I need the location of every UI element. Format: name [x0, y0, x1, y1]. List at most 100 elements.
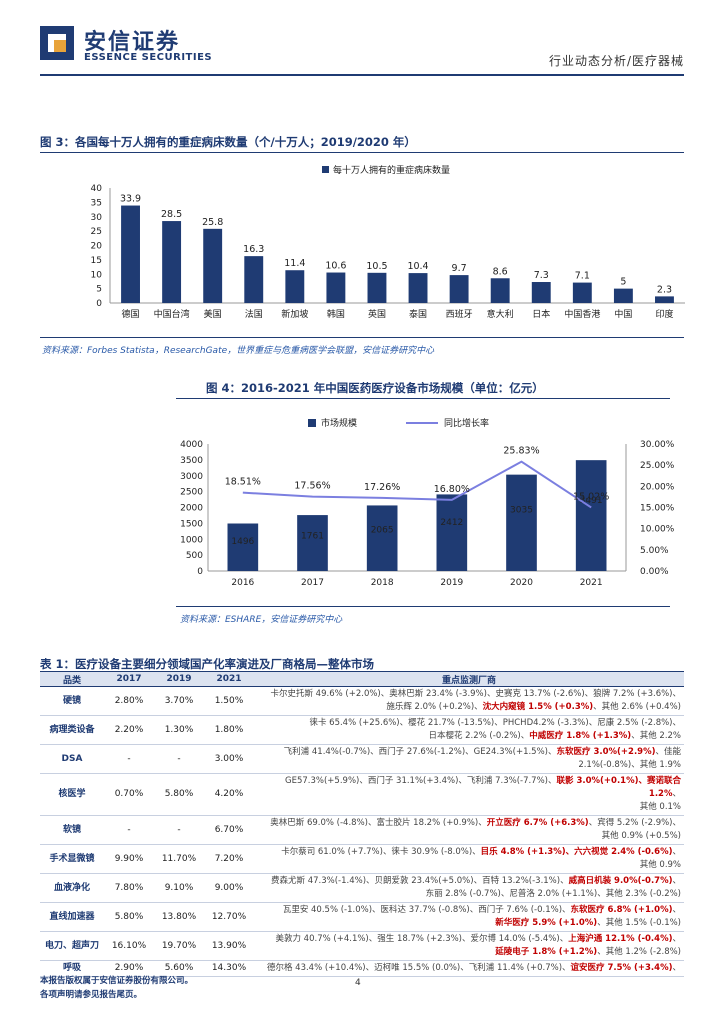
value-2019-cell: 3.70% [154, 686, 204, 716]
bar-data-label: 1761 [301, 532, 324, 542]
vendor-line: 德尔格 43.4% (+10.4%)、迈柯唯 15.5% (0.0%)、飞利浦 … [257, 962, 681, 975]
table1-title: 表 1：医疗设备主要细分领域国产化率演进及厂商格局—整体市场 [40, 657, 375, 671]
vendor-share: 其他 0.9% [639, 860, 681, 870]
page-footer: 本报告版权属于安信证券股份有限公司。 各项声明请参见报告尾页。 [40, 974, 193, 1002]
table-row: 直线加速器 5.80% 13.80% 12.70% 瓦里安 40.5% (-1.0%)、… [40, 902, 684, 932]
domestic-vendor-share: 沈大内窥镜 1.5% (+0.3%) [482, 702, 594, 712]
x-tick-label: 2019 [440, 578, 463, 588]
x-tick-label: 西班牙 [446, 308, 473, 320]
category-cell: 血液净化 [40, 873, 104, 903]
figure3-source: 资料来源：Forbes Statista，ResearchGate，世界重症与危… [42, 346, 435, 356]
vendor-line: 延陵电子 1.8% (+1.2%)、其他 1.2% (-2.8%) [257, 946, 681, 959]
y-tick-label: 15 [91, 256, 102, 266]
figure4-title-divider [176, 398, 670, 399]
figure4-combo-chart: 0 500 1000 1500 2000 2500 3000 3500 4000 0.00% 5.0… [180, 417, 675, 588]
table-row: 呼吸 2.90% 5.60% 14.30% 德尔格 43.4% (+10.4%)、迈柯唯… [40, 960, 684, 977]
data-label: 10.5 [366, 261, 387, 272]
category-cell: 病理类设备 [40, 715, 104, 745]
bar [367, 272, 387, 303]
bar [449, 275, 469, 303]
bar-data-label: 3035 [510, 505, 533, 515]
data-label: 16.3 [243, 244, 264, 255]
figure3-title-divider [40, 152, 684, 153]
y-tick-label: 40 [91, 184, 103, 194]
vendor-share-cell: 费森尤斯 47.3%(-1.4%)、贝朗爱敦 23.4%(+5.0%)、百特 1… [254, 873, 684, 903]
x-tick-label: 美国 [204, 308, 222, 320]
y-tick-label: 10 [91, 270, 103, 280]
vendor-share: 、其他 1.2% (-2.8%) [597, 947, 681, 957]
vendor-share-cell: 瓦里安 40.5% (-1.0%)、医科达 37.7% (-0.8%)、西门子 … [254, 902, 684, 932]
line-data-label: 17.26% [364, 482, 400, 493]
x-tick-label: 2021 [580, 578, 603, 588]
line-data-label: 17.56% [294, 481, 330, 492]
table-row: 手术显微镜 9.90% 11.70% 7.20% 卡尔蔡司 61.0% (+7.7%)、… [40, 844, 684, 874]
page-number: 4 [355, 978, 361, 988]
legend-line-label: 同比增长率 [444, 417, 489, 429]
value-2017-cell: 16.10% [104, 931, 154, 961]
category-cell: DSA [40, 744, 104, 774]
data-label: 33.9 [120, 194, 141, 205]
disclaimer-line: 各项声明请参见报告尾页。 [40, 990, 143, 1000]
vendor-share: 卡尔蔡司 61.0% (+7.7%)、徕卡 30.9% (-8.0%)、 [281, 847, 481, 857]
value-2017-cell: 7.80% [104, 873, 154, 903]
bar-data-label: 2065 [371, 525, 394, 535]
domestic-vendor-share: 目乐 4.8% (+1.3%)、六六视觉 2.4% (-0.6%) [480, 847, 673, 857]
value-2017-cell: - [104, 744, 154, 774]
vendor-share: 施乐辉 2.0% (+0.2%)、 [386, 702, 483, 712]
vendor-line: 美敦力 40.7% (+4.1%)、强生 18.7% (+2.3%)、爱尔博 1… [257, 933, 681, 946]
domestic-vendor-share: 开立医疗 6.7% (+6.3%) [486, 818, 589, 828]
vendor-share: 奥林巴斯 69.0% (-4.8%)、富士胶片 18.2% (+0.9%)、 [270, 818, 487, 828]
vendor-line: 日本樱花 2.2% (-0.2%)、中威医疗 1.8% (+1.3%)、其他 2… [257, 730, 681, 743]
vendor-line: 其他 0.1% [257, 801, 681, 814]
bar [162, 221, 182, 303]
value-2017-cell: - [104, 815, 154, 845]
vendor-line: 瓦里安 40.5% (-1.0%)、医科达 37.7% (-0.8%)、西门子 … [257, 904, 681, 917]
brand-name-cn: 安信证券 [84, 30, 181, 55]
bar [575, 460, 607, 571]
value-2019-cell: - [154, 744, 204, 774]
bar [121, 205, 140, 303]
left-tick-label: 0 [197, 567, 203, 577]
report-type: 行业动态分析/医疗器械 [548, 54, 684, 68]
left-tick-label: 500 [186, 551, 203, 561]
vendor-share-cell: 德尔格 43.4% (+10.4%)、迈柯唯 15.5% (0.0%)、飞利浦 … [254, 960, 684, 977]
value-2017-cell: 2.20% [104, 715, 154, 745]
vendor-share: 德尔格 43.4% (+10.4%)、迈柯唯 15.5% (0.0%)、飞利浦 … [266, 963, 571, 973]
data-label: 2.3 [657, 284, 672, 295]
vendor-share: 瓦里安 40.5% (-1.0%)、医科达 37.7% (-0.8%)、西门子 … [282, 905, 571, 915]
line-data-label: 15.02% [573, 491, 609, 502]
bar [408, 273, 428, 303]
value-2017-cell: 5.80% [104, 902, 154, 932]
vendor-share-cell: GE57.3%(+5.9%)、西门子 31.1%(+3.4%)、飞利浦 7.3%… [254, 773, 684, 816]
line-data-label: 16.80% [434, 484, 470, 495]
value-2021-cell: 7.20% [204, 844, 254, 874]
category-cell: 呼吸 [40, 960, 104, 977]
vendor-share: 2.1%(-0.8%)、其他 1.9% [578, 760, 681, 770]
value-2021-cell: 6.70% [204, 815, 254, 845]
legend-bar-label: 市场规模 [321, 417, 357, 429]
bar [506, 474, 537, 571]
y-tick-label: 0 [96, 299, 102, 309]
vendor-share: 、宾得 5.2% (-2.9%)、 [588, 818, 681, 828]
vendor-line: 卡尔史托斯 49.6% (+2.0%)、奥林巴斯 23.4% (-3.9%)、史… [257, 688, 681, 701]
domestic-vendor-share: 新华医疗 5.9% (+1.0%) [495, 918, 598, 928]
line-data-label: 18.51% [225, 477, 261, 488]
vendor-share: 飞利浦 41.4%(-0.7%)、西门子 27.6%(-1.2%)、GE24.3… [283, 747, 557, 757]
page-header: 安信证券 ESSENCE SECURITIES 行业动态分析/医疗器械 [0, 0, 724, 88]
y-tick-label: 20 [91, 242, 103, 252]
table-row: 硬镜 2.80% 3.70% 1.50% 卡尔史托斯 49.6% (+2.0%)、奥林巴… [40, 686, 684, 716]
domestic-vendor-share: 东软医疗 6.8% (+1.0%) [570, 905, 673, 915]
domestic-vendor-share: 东软医疗 3.0%(+2.9%) [556, 747, 656, 757]
vendor-line: 新华医疗 5.9% (+1.0%)、其他 1.5% (-0.1%) [257, 917, 681, 930]
x-tick-label: 英国 [368, 308, 386, 320]
legend-swatch [322, 166, 329, 173]
bar [203, 228, 223, 303]
x-tick-label: 日本 [532, 308, 550, 320]
bar-data-label: 3491 [580, 496, 603, 506]
domestic-vendor-share: 联影 3.0%(+0.1%)、赛诺联合 1.2% [556, 776, 681, 799]
vendor-share: 、其他 2.2% [631, 731, 681, 741]
value-2021-cell: 1.80% [204, 715, 254, 745]
table-row: 血液净化 7.80% 9.10% 9.00% 费森尤斯 47.3%(-1.4%)、贝朗爱… [40, 873, 684, 903]
x-tick-label: 新加坡 [281, 308, 308, 320]
market-structure-table: 品类 2017 2019 2021 重点监测厂商 硬镜 2.80% 3.70% 1.5… [40, 671, 684, 977]
